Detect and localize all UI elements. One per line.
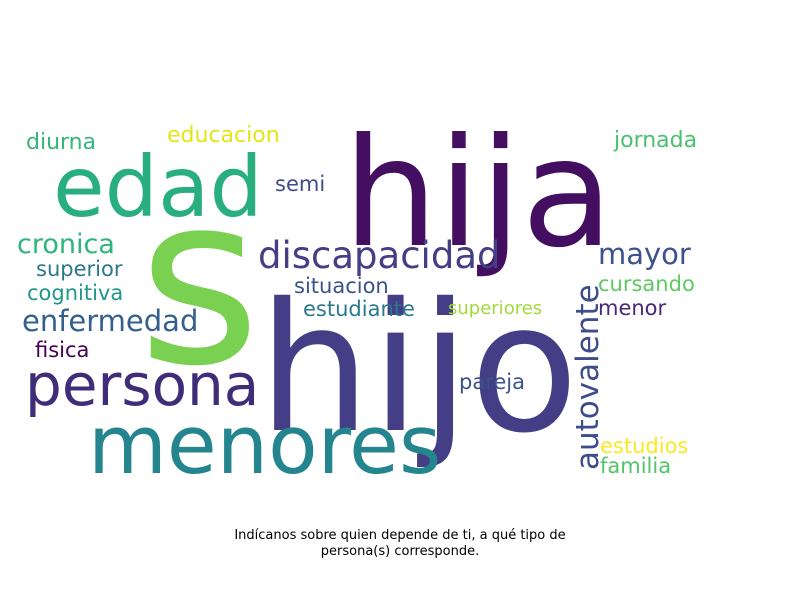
word-hijo: hijo [258, 265, 579, 472]
word-menores: menores [88, 399, 441, 493]
word-mayor: mayor [598, 237, 691, 271]
word-cronica: cronica [17, 229, 115, 260]
word-s: s [138, 145, 260, 418]
word-diurna: diurna [26, 130, 96, 155]
word-educacion: educacion [167, 123, 280, 148]
word-hija: hija [343, 107, 613, 281]
caption-line-2: persona(s) corresponde. [320, 544, 480, 559]
word-estudiante: estudiante [303, 297, 415, 321]
word-edad: edad [53, 138, 263, 236]
word-familia: familia [600, 454, 671, 478]
word-cursando: cursando [598, 272, 695, 296]
word-enfermedad: enfermedad [22, 304, 198, 338]
word-estudios: estudios [600, 434, 688, 458]
word-fisica: fisica [35, 338, 89, 362]
word-semi: semi [275, 172, 325, 196]
word-cognitiva: cognitiva [27, 281, 123, 305]
caption-line-1: Indícanos sobre quien depende de ti, a q… [234, 528, 566, 543]
word-pareja: pareja [459, 370, 525, 394]
word-situacion: situacion [294, 274, 389, 298]
word-autovalente: autovalente [570, 284, 606, 470]
word-persona: persona [25, 351, 259, 419]
word-menor: menor [598, 296, 667, 320]
word-discapacidad: discapacidad [258, 234, 501, 277]
caption: Indícanos sobre quien depende de ti, a q… [150, 528, 650, 560]
word-jornada: jornada [613, 128, 697, 153]
word-superior: superior [36, 257, 123, 281]
word-superiores: superiores [448, 298, 542, 319]
